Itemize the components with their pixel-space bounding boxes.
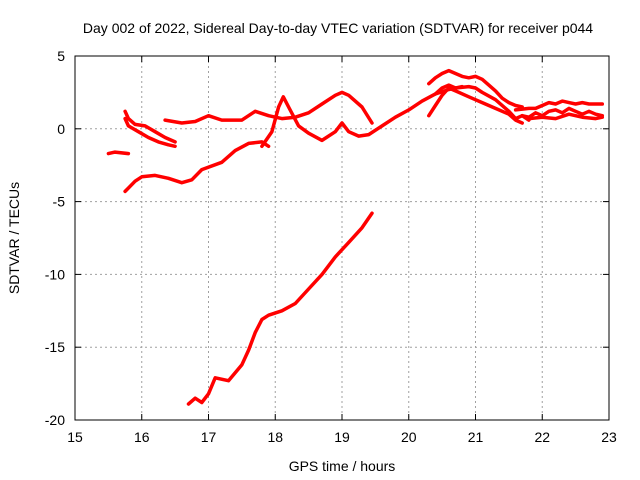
y-tick-label: 0 xyxy=(57,121,65,137)
axis-ticks xyxy=(74,55,610,421)
series-s10 xyxy=(427,86,524,125)
y-tick-label: -15 xyxy=(45,339,65,355)
series-s7 xyxy=(186,211,374,406)
y-axis-label: SDTVAR / TECUs xyxy=(6,182,22,294)
x-tick-label: 21 xyxy=(468,429,484,445)
data-series xyxy=(106,68,605,406)
x-tick-label: 19 xyxy=(334,429,350,445)
chart-title: Day 002 of 2022, Sidereal Day-to-day VTE… xyxy=(83,20,593,36)
series-s12 xyxy=(520,106,605,119)
series-s6 xyxy=(260,84,464,149)
series-s4 xyxy=(123,140,271,194)
y-tick-labels: 5 0 -5 -10 -15 -20 xyxy=(45,48,65,428)
x-tick-label: 17 xyxy=(201,429,217,445)
series-s2 xyxy=(123,109,177,144)
y-tick-label: -5 xyxy=(53,194,66,210)
x-tick-label: 22 xyxy=(534,429,550,445)
series-s3 xyxy=(123,116,177,149)
x-tick-label: 16 xyxy=(134,429,150,445)
series-s9 xyxy=(433,83,531,122)
x-tick-labels: 15 16 17 18 19 20 21 22 23 xyxy=(67,429,617,445)
y-tick-label: 5 xyxy=(57,48,65,64)
series-s1 xyxy=(106,150,131,156)
x-tick-label: 18 xyxy=(267,429,283,445)
series-s11 xyxy=(513,99,605,112)
series-s8 xyxy=(427,68,524,109)
series-s5 xyxy=(163,90,374,125)
y-tick-label: -10 xyxy=(45,266,65,282)
series-s13 xyxy=(527,112,605,121)
x-axis-label: GPS time / hours xyxy=(289,458,396,474)
y-tick-label: -20 xyxy=(45,412,65,428)
grid xyxy=(75,56,609,420)
x-tick-label: 23 xyxy=(601,429,617,445)
x-tick-label: 20 xyxy=(401,429,417,445)
x-tick-label: 15 xyxy=(67,429,83,445)
